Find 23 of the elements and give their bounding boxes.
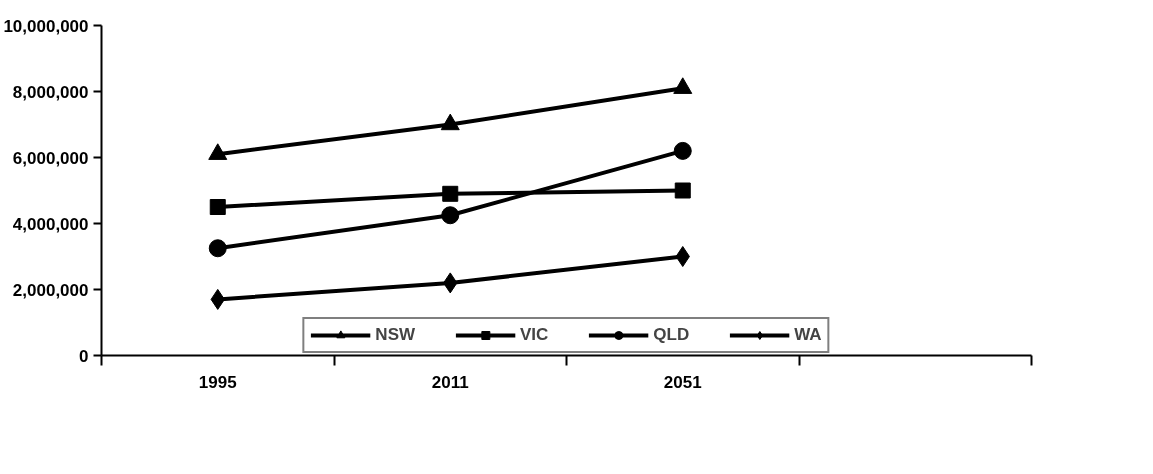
point xyxy=(674,182,691,199)
legend-label: VIC xyxy=(520,325,549,345)
point xyxy=(441,206,460,225)
y-tick-label: 10,000,000 xyxy=(3,16,89,36)
point xyxy=(673,141,692,160)
point xyxy=(208,239,227,258)
point xyxy=(440,113,460,131)
x-tick-label: 1995 xyxy=(198,372,237,392)
x-tick-label: 2051 xyxy=(663,372,702,392)
x-tick-label: 2011 xyxy=(431,372,469,392)
legend-label: QLD xyxy=(653,325,690,345)
y-tick-label: 8,000,000 xyxy=(12,82,89,102)
legend-label: NSW xyxy=(375,325,416,345)
y-tick-label: 2,000,000 xyxy=(12,280,89,300)
y-tick-label: 4,000,000 xyxy=(12,214,89,234)
y-tick-label: 6,000,000 xyxy=(12,148,89,168)
y-tick-label: 0 xyxy=(79,346,89,366)
point xyxy=(675,246,690,267)
point xyxy=(673,77,693,94)
legend-label: WA xyxy=(794,325,822,345)
point xyxy=(208,143,228,160)
point xyxy=(442,185,459,202)
point xyxy=(209,199,226,215)
